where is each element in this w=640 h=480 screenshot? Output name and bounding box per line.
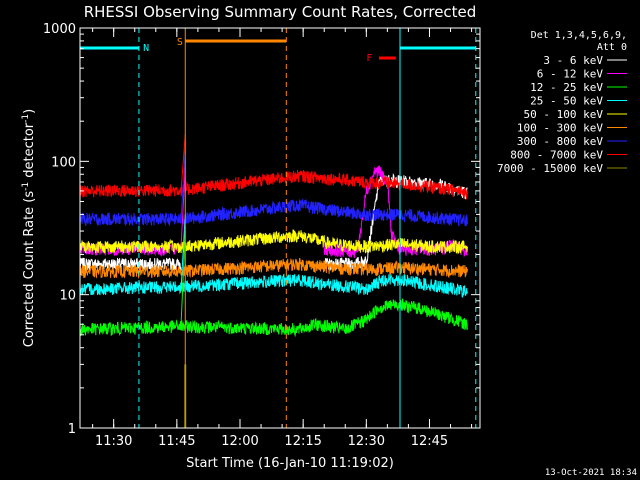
flare-rise-red xyxy=(180,134,186,191)
flare-rise-blue xyxy=(180,150,186,219)
flare-marker-label: F xyxy=(366,53,372,64)
legend-label: 7000 - 15000 keV xyxy=(497,162,603,175)
x-tick-label: 12:15 xyxy=(284,434,321,449)
legend-header-detectors: Det 1,3,4,5,6,9, xyxy=(531,30,627,41)
night-marker-label: N xyxy=(143,43,149,54)
x-tick-label: 11:45 xyxy=(158,434,195,449)
y-tick-label: 1000 xyxy=(43,22,76,37)
legend-label: 300 - 800 keV xyxy=(517,135,603,148)
legend-label: 12 - 25 keV xyxy=(530,81,603,94)
x-tick-label: 12:45 xyxy=(411,434,448,449)
series-line xyxy=(79,169,468,200)
legend-header-attenuator: Att 0 xyxy=(597,42,627,53)
chart-title: RHESSI Observing Summary Count Rates, Co… xyxy=(84,3,477,21)
series-8 xyxy=(79,169,468,200)
legend-label: 100 - 300 keV xyxy=(517,122,603,135)
y-tick-label: 10 xyxy=(59,289,76,304)
y-tick-label: 1 xyxy=(68,422,76,437)
series-line xyxy=(79,198,468,227)
series-line xyxy=(79,229,468,255)
series-line xyxy=(79,273,468,298)
series-4 xyxy=(79,273,468,298)
series-line xyxy=(79,298,468,338)
series-3 xyxy=(79,298,468,338)
y-axis-label: Corrected Count Rate (s-1 detector-1) xyxy=(21,109,37,347)
x-tick-label: 12:30 xyxy=(348,434,385,449)
series-7 xyxy=(79,198,468,227)
series-5 xyxy=(79,229,468,255)
x-tick-label: 12:00 xyxy=(221,434,258,449)
plot-frame xyxy=(79,27,481,429)
x-axis-label: Start Time (16-Jan-10 11:19:02) xyxy=(186,456,394,471)
flare-rise-green xyxy=(180,231,186,325)
footer-timestamp: 13-Oct-2021 18:34 xyxy=(545,468,637,478)
flare-rise-magenta xyxy=(180,167,186,247)
series-line xyxy=(79,257,468,279)
legend-label: 6 - 12 keV xyxy=(537,68,604,81)
legend-label: 25 - 50 keV xyxy=(530,95,603,108)
legend-label: 3 - 6 keV xyxy=(543,54,603,67)
axes-ticks: 1 10 100 1000 11:30 11:45 12:00 12:15 12:30 12:45 xyxy=(43,22,480,449)
series-line xyxy=(79,257,182,273)
legend-label: 800 - 7000 keV xyxy=(510,149,603,162)
flare-rise-cyan xyxy=(180,214,186,290)
plot-content: N S F xyxy=(79,28,477,428)
saa-marker-label: S xyxy=(177,37,183,48)
legend-label: 50 - 100 keV xyxy=(524,108,604,121)
series-6 xyxy=(79,257,468,279)
y-tick-label: 100 xyxy=(51,155,76,170)
x-tick-label: 11:30 xyxy=(95,434,132,449)
